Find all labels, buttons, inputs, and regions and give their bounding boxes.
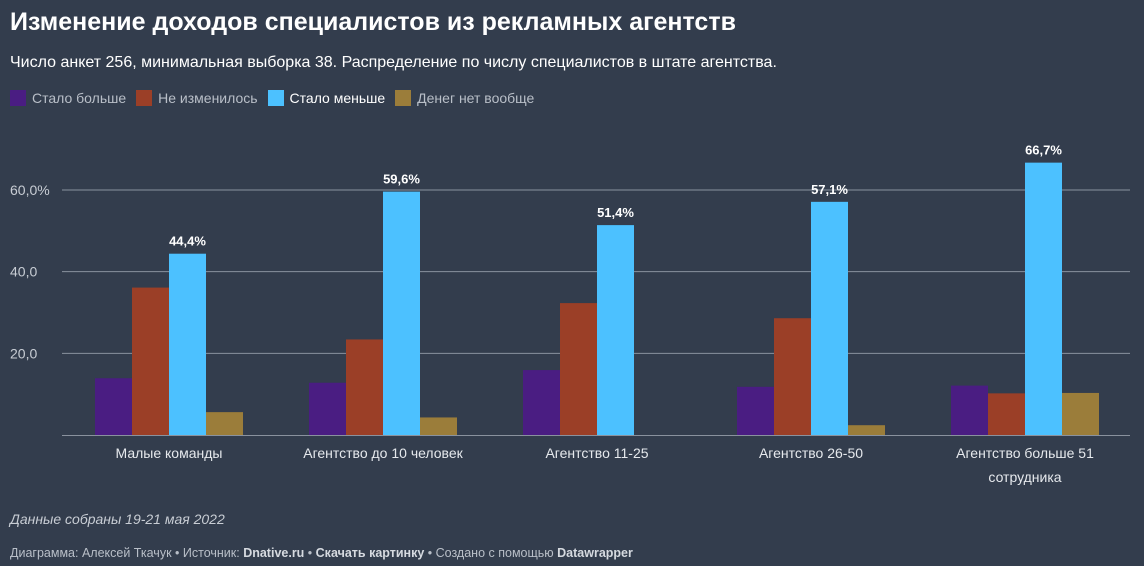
x-tick-label: Малые команды: [116, 445, 223, 461]
bar: [774, 318, 811, 435]
x-tick-label: Агентство 11-25: [545, 445, 648, 461]
x-tick-label: Агентство до 10 человек: [303, 445, 463, 461]
data-label: 51,4%: [597, 205, 634, 220]
legend-label-same: Не изменилось: [158, 90, 258, 106]
bar: [169, 253, 206, 435]
legend-swatch-less: [267, 90, 284, 106]
footer-chart-credit: Диаграмма: Алексей Ткачук: [10, 546, 172, 560]
bar: [560, 303, 597, 435]
bar: [951, 385, 988, 435]
bar: [132, 287, 169, 435]
y-tick-label: 20,0: [10, 345, 37, 361]
bar: [309, 382, 346, 435]
chart-title: Изменение доходов специалистов из реклам…: [10, 8, 736, 36]
legend-item-more[interactable]: Стало больше: [10, 90, 126, 106]
y-tick-label: 60,0%: [10, 182, 50, 198]
footer-source-label: Источник:: [182, 546, 244, 560]
legend-item-less[interactable]: Стало меньше: [267, 90, 386, 106]
legend-label-more: Стало больше: [32, 90, 127, 106]
bar: [597, 225, 634, 435]
bar: [95, 378, 132, 435]
chart-subtitle: Число анкет 256, минимальная выборка 38.…: [10, 54, 777, 71]
legend-item-same[interactable]: Не изменилось: [136, 90, 258, 106]
legend-swatch-same: [136, 90, 153, 106]
bar: [848, 425, 885, 435]
bar: [988, 393, 1025, 435]
bar: [206, 412, 243, 435]
bar: [523, 370, 560, 435]
data-label: 66,7%: [1025, 143, 1062, 158]
legend-label-less: Стало меньше: [289, 90, 386, 106]
x-tick-label: Агентство 26-50: [759, 445, 863, 461]
footer-datawrapper-link[interactable]: Datawrapper: [557, 546, 633, 560]
bar: [420, 417, 457, 435]
data-label: 57,1%: [811, 182, 848, 197]
bar: [1025, 162, 1062, 435]
footer-separator: •: [171, 546, 183, 560]
bar: [737, 386, 774, 435]
bar: [346, 339, 383, 435]
legend: Стало больше Не изменилось Стало меньше …: [10, 90, 534, 106]
data-label: 44,4%: [169, 234, 206, 249]
legend-swatch-none: [395, 90, 412, 106]
data-note: Данные собраны 19-21 мая 2022: [10, 511, 225, 527]
bar-chart: 20,0 40,0 60,0% 44,4% 59,6% 51,4% 57,1% 66,7% Ма…: [10, 143, 1130, 485]
footer-download-link[interactable]: Скачать картинку: [315, 546, 425, 560]
legend-label-none: Денег нет вообще: [417, 90, 535, 106]
bar: [811, 201, 848, 435]
footer-created-label: Создано с помощью: [435, 546, 558, 560]
data-label: 59,6%: [383, 172, 420, 187]
footer: Диаграмма: Алексей Ткачук • Источник: Dn…: [10, 546, 633, 560]
x-tick-label: Агентство больше 51: [956, 445, 1094, 461]
footer-source-link[interactable]: Dnative.ru: [243, 546, 305, 560]
footer-separator: •: [424, 546, 436, 560]
bar: [1062, 392, 1099, 435]
y-tick-label: 40,0: [10, 264, 37, 280]
legend-swatch-more: [10, 90, 26, 106]
x-tick-label: сотрудника: [988, 469, 1061, 485]
bar: [383, 191, 420, 435]
footer-separator: •: [304, 546, 316, 560]
legend-item-none[interactable]: Денег нет вообще: [395, 90, 534, 106]
